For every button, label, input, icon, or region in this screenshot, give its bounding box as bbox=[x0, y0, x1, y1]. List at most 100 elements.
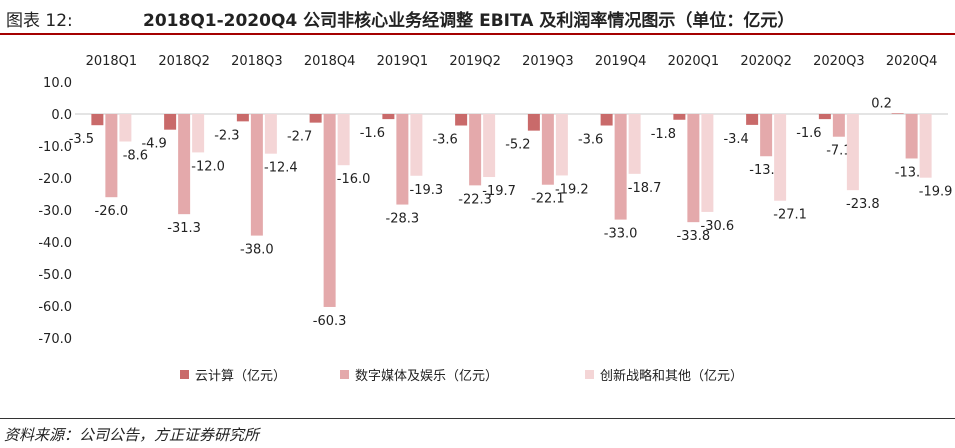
data-label: -22.1 bbox=[531, 192, 565, 207]
y-tick-label: -70.0 bbox=[38, 332, 72, 347]
bar-2 bbox=[760, 114, 773, 157]
bar-2 bbox=[614, 114, 627, 220]
bar-3 bbox=[701, 114, 714, 212]
bar-2 bbox=[250, 114, 263, 236]
x-tick-label: 2018Q3 bbox=[231, 54, 283, 69]
bar-2 bbox=[541, 114, 554, 185]
x-tick-label: 2018Q2 bbox=[158, 54, 210, 69]
y-tick-label: 10.0 bbox=[43, 76, 72, 91]
data-label: -3.6 bbox=[432, 133, 457, 148]
data-label: -31.3 bbox=[167, 221, 201, 236]
data-label: -18.7 bbox=[628, 181, 662, 196]
bar-3 bbox=[192, 114, 205, 153]
data-label: -1.6 bbox=[796, 126, 821, 141]
bar-3 bbox=[337, 114, 350, 166]
bar-1 bbox=[746, 114, 759, 125]
data-label: -28.3 bbox=[386, 212, 420, 227]
x-tick-label: 2019Q1 bbox=[377, 54, 429, 69]
y-tick-label: -20.0 bbox=[38, 172, 72, 187]
x-tick-label: 2019Q2 bbox=[449, 54, 501, 69]
data-label: -2.7 bbox=[287, 130, 312, 145]
bar-3 bbox=[410, 114, 423, 176]
y-tick-label: 0.0 bbox=[51, 108, 72, 123]
data-label: -19.2 bbox=[555, 182, 589, 197]
bar-1 bbox=[164, 114, 177, 130]
header-rule bbox=[0, 33, 955, 35]
y-tick-label: -60.0 bbox=[38, 300, 72, 315]
data-label: -4.9 bbox=[141, 137, 166, 152]
data-label: -8.6 bbox=[123, 149, 148, 164]
bar-3 bbox=[774, 114, 787, 201]
data-label: -23.8 bbox=[846, 197, 880, 212]
data-label: -16.0 bbox=[337, 172, 371, 187]
y-tick-label: -50.0 bbox=[38, 268, 72, 283]
y-tick-label: -30.0 bbox=[38, 204, 72, 219]
data-label: -3.5 bbox=[69, 132, 94, 147]
data-label: -19.7 bbox=[482, 184, 516, 199]
bar-3 bbox=[846, 114, 859, 191]
bar-3 bbox=[919, 114, 932, 178]
bar-1 bbox=[236, 114, 249, 122]
data-label: -3.4 bbox=[723, 132, 748, 147]
bar-2 bbox=[687, 114, 700, 223]
x-tick-label: 2018Q4 bbox=[304, 54, 356, 69]
legend-swatch bbox=[180, 370, 189, 379]
y-tick-label: -40.0 bbox=[38, 236, 72, 251]
bar-1 bbox=[309, 114, 322, 123]
bar-2 bbox=[105, 114, 118, 198]
ebita-bar-chart: 10.0 0.0 -10.0 -20.0 -30.0 -40.0 -50.0 -60.0 -70… bbox=[38, 54, 953, 384]
data-label: -38.0 bbox=[240, 243, 274, 258]
data-label: -12.4 bbox=[264, 161, 298, 176]
data-label: -26.0 bbox=[95, 204, 129, 219]
bar-1 bbox=[527, 114, 540, 131]
legend-swatch bbox=[340, 370, 349, 379]
bar-2 bbox=[469, 114, 482, 186]
data-label: -33.8 bbox=[677, 229, 711, 244]
bar-1 bbox=[673, 114, 686, 120]
x-tick-label: 2018Q1 bbox=[86, 54, 138, 69]
y-tick-label: -10.0 bbox=[38, 140, 72, 155]
bar-2 bbox=[178, 114, 191, 215]
x-tick-label: 2019Q3 bbox=[522, 54, 574, 69]
bar-1 bbox=[382, 114, 395, 120]
x-tick-label: 2020Q1 bbox=[668, 54, 720, 69]
x-tick-label: 2020Q3 bbox=[813, 54, 865, 69]
data-label: -7.1 bbox=[826, 144, 851, 159]
data-label: -22.3 bbox=[458, 192, 492, 207]
bar-1 bbox=[818, 114, 831, 120]
bar-3 bbox=[628, 114, 641, 174]
bar-2 bbox=[323, 114, 336, 307]
x-tick-label: 2020Q4 bbox=[886, 54, 938, 69]
data-label: -3.6 bbox=[578, 133, 603, 148]
legend-label: 云计算（亿元） bbox=[195, 369, 286, 384]
chart-title: 2018Q1-2020Q4 公司非核心业务经调整 EBITA 及利润率情况图示（… bbox=[143, 11, 795, 31]
legend-label: 创新战略和其他（亿元） bbox=[600, 368, 743, 384]
data-label: -30.6 bbox=[701, 219, 735, 234]
legend-label: 数字媒体及娱乐（亿元） bbox=[355, 369, 498, 384]
bar-1 bbox=[91, 114, 104, 126]
bar-1 bbox=[891, 113, 904, 114]
x-tick-label: 2020Q2 bbox=[740, 54, 792, 69]
data-label: 0.2 bbox=[871, 96, 892, 111]
source-note: 资料来源：公司公告，方正证券研究所 bbox=[4, 426, 260, 444]
x-tick-label: 2019Q4 bbox=[595, 54, 647, 69]
bar-3 bbox=[483, 114, 496, 178]
data-label: -19.9 bbox=[919, 185, 953, 200]
data-label: -1.8 bbox=[651, 127, 676, 142]
data-label: -27.1 bbox=[773, 208, 807, 223]
data-label: -60.3 bbox=[313, 314, 347, 329]
bar-2 bbox=[905, 114, 918, 159]
legend-swatch bbox=[585, 370, 594, 379]
bar-3 bbox=[264, 114, 277, 154]
bar-2 bbox=[832, 114, 845, 137]
data-label: -2.3 bbox=[214, 128, 239, 143]
data-label: -1.6 bbox=[360, 126, 385, 141]
data-label: -33.0 bbox=[604, 227, 638, 242]
bar-3 bbox=[119, 114, 132, 142]
bar-1 bbox=[600, 114, 613, 126]
data-label: -5.2 bbox=[505, 138, 530, 153]
figure-label: 图表 12: bbox=[6, 11, 73, 31]
data-label: -12.0 bbox=[191, 159, 225, 174]
bar-1 bbox=[455, 114, 468, 126]
bar-3 bbox=[555, 114, 568, 176]
